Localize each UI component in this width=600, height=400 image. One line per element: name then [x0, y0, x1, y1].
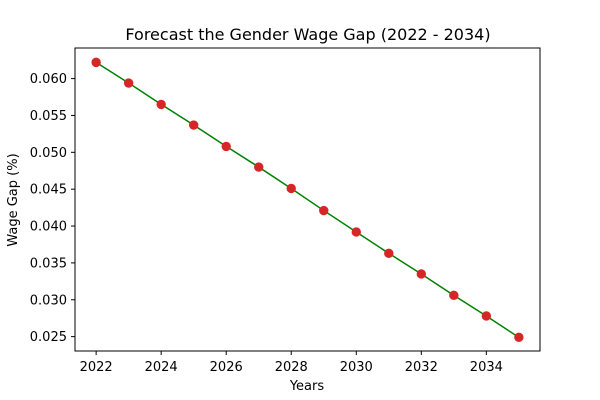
- data-point: [156, 99, 166, 110]
- y-axis-label: Wage Gap (%): [6, 153, 21, 246]
- y-tick-label: 0.050: [30, 146, 67, 161]
- x-axis: 2022 2024 2026 2028 2030 2032 2034: [80, 351, 503, 375]
- chart-title: Forecast the Gender Wage Gap (2022 - 203…: [125, 25, 490, 44]
- plot-frame: [74, 47, 541, 352]
- y-tick-label: 0.035: [30, 256, 67, 271]
- plot-area: [91, 57, 524, 343]
- x-tick-label: 2028: [275, 360, 308, 375]
- data-point: [319, 205, 329, 216]
- x-tick-label: 2026: [210, 360, 243, 375]
- x-tick-label: 2032: [405, 360, 438, 375]
- x-tick-label: 2030: [340, 360, 373, 375]
- data-point: [91, 57, 101, 68]
- y-tick-label: 0.025: [30, 330, 67, 345]
- x-tick-label: 2022: [80, 360, 113, 375]
- data-point: [481, 311, 492, 321]
- x-tick-label: 2024: [145, 360, 178, 375]
- y-tick-label: 0.045: [30, 183, 67, 198]
- data-point: [286, 183, 296, 194]
- series-line: [95, 61, 520, 338]
- y-tick-label: 0.060: [30, 72, 67, 87]
- y-tick-label: 0.030: [30, 293, 67, 308]
- data-point: [123, 78, 134, 88]
- data-point: [221, 141, 231, 152]
- data-point: [416, 269, 427, 279]
- data-point: [188, 120, 199, 130]
- x-tick-label: 2034: [470, 360, 503, 375]
- y-tick-label: 0.055: [30, 109, 67, 124]
- y-axis: 0.025 0.030 0.035 0.040 0.045 0.050 0.055 0.060: [30, 72, 75, 345]
- y-tick-label: 0.040: [30, 220, 67, 235]
- data-point: [254, 162, 264, 172]
- x-axis-label: Years: [289, 379, 325, 394]
- data-point: [384, 248, 394, 259]
- data-point: [351, 227, 361, 237]
- data-point: [449, 290, 459, 301]
- data-point: [514, 332, 524, 343]
